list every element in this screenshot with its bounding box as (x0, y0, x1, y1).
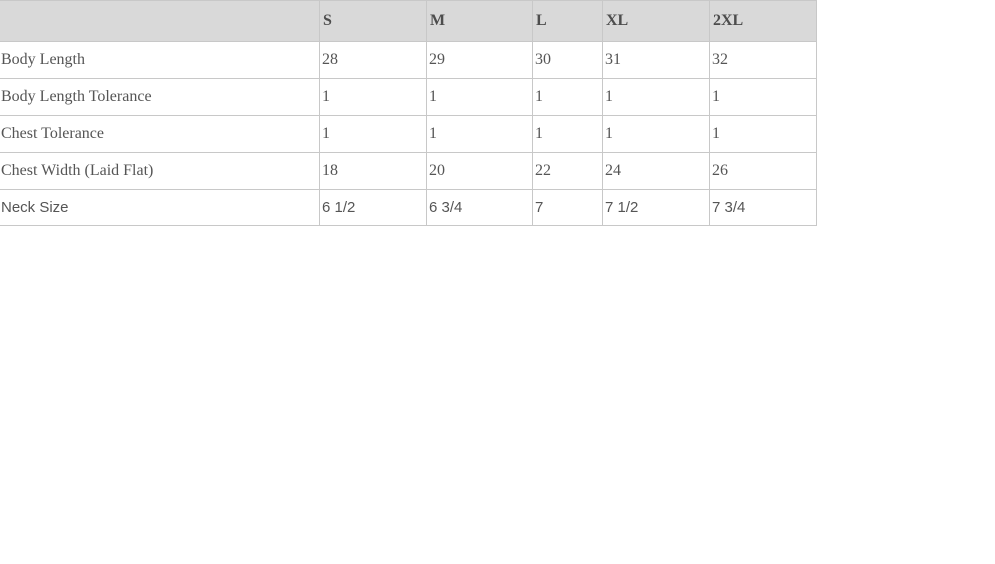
cell-value: 18 (319, 152, 427, 190)
cell-value: 28 (319, 41, 427, 79)
row-label: Chest Width (Laid Flat) (0, 152, 320, 190)
header-cell-m: M (426, 0, 533, 42)
cell-value: 1 (532, 78, 603, 116)
cell-value: 20 (426, 152, 533, 190)
size-chart-table: S M L XL 2XL Body Length 28 29 30 31 32 Body Lengt… (0, 0, 817, 226)
cell-value: 1 (426, 115, 533, 153)
table-row: Chest Tolerance 1 1 1 1 1 (0, 115, 817, 153)
cell-value: 1 (426, 78, 533, 116)
table-row: Chest Width (Laid Flat) 18 20 22 24 26 (0, 152, 817, 190)
row-label: Chest Tolerance (0, 115, 320, 153)
cell-value: 29 (426, 41, 533, 79)
cell-value: 1 (602, 115, 710, 153)
table-header: S M L XL 2XL (0, 0, 817, 42)
header-cell-xl: XL (602, 0, 710, 42)
cell-value: 6 1/2 (319, 189, 427, 226)
table-body: Body Length 28 29 30 31 32 Body Length Toleran… (0, 41, 817, 226)
cell-value: 1 (709, 78, 817, 116)
cell-value: 1 (532, 115, 603, 153)
header-cell-l: L (532, 0, 603, 42)
row-label: Body Length (0, 41, 320, 79)
table-row: Body Length Tolerance 1 1 1 1 1 (0, 78, 817, 116)
table-row: Body Length 28 29 30 31 32 (0, 41, 817, 79)
row-label: Neck Size (0, 189, 320, 226)
cell-value: 26 (709, 152, 817, 190)
header-corner-cell (0, 0, 320, 42)
cell-value: 1 (319, 115, 427, 153)
cell-value: 1 (602, 78, 710, 116)
cell-value: 1 (319, 78, 427, 116)
cell-value: 7 1/2 (602, 189, 710, 226)
header-row: S M L XL 2XL (0, 0, 817, 42)
cell-value: 1 (709, 115, 817, 153)
cell-value: 22 (532, 152, 603, 190)
cell-value: 6 3/4 (426, 189, 533, 226)
cell-value: 7 (532, 189, 603, 226)
table-row: Neck Size 6 1/2 6 3/4 7 7 1/2 7 3/4 (0, 189, 817, 226)
row-label: Body Length Tolerance (0, 78, 320, 116)
cell-value: 7 3/4 (709, 189, 817, 226)
cell-value: 30 (532, 41, 603, 79)
cell-value: 24 (602, 152, 710, 190)
header-cell-2xl: 2XL (709, 0, 817, 42)
cell-value: 32 (709, 41, 817, 79)
header-cell-s: S (319, 0, 427, 42)
cell-value: 31 (602, 41, 710, 79)
